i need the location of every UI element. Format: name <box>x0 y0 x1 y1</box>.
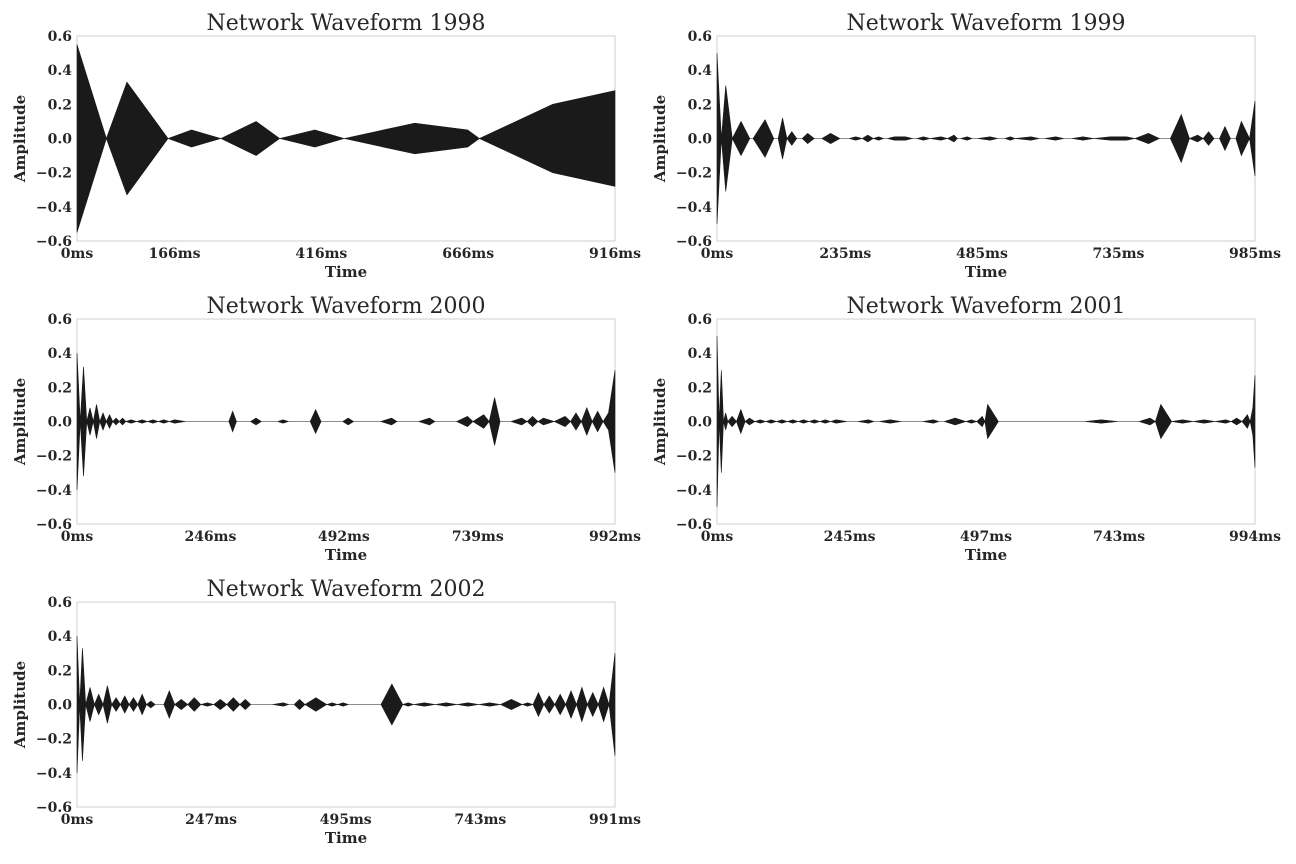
x-tick-label: 492ms <box>318 529 370 545</box>
chart-title: Network Waveform 2002 <box>206 577 485 602</box>
y-tick-label: −0.6 <box>36 234 72 250</box>
x-tick-label: 0ms <box>61 812 94 828</box>
y-tick-label: −0.6 <box>676 517 712 533</box>
y-tick-label: 0.0 <box>48 698 73 714</box>
y-tick-label: 0.6 <box>688 29 712 45</box>
y-tick-label: 0.0 <box>688 415 713 431</box>
x-tick-label: 416ms <box>295 246 347 262</box>
x-tick-label: 739ms <box>452 529 504 545</box>
chart-title: Network Waveform 2000 <box>206 294 485 319</box>
y-tick-label: −0.6 <box>36 517 72 533</box>
y-tick-label: 0.0 <box>688 132 713 148</box>
waveform-area <box>76 44 616 233</box>
waveform-area <box>716 336 1256 507</box>
y-tick-label: 0.6 <box>48 595 72 611</box>
y-axis-label: Amplitude <box>11 378 29 466</box>
x-axis-label: Time <box>965 546 1007 564</box>
x-tick-label: 735ms <box>1092 246 1144 262</box>
chart-panel-2: Network Waveform 1999 −0.6 −0.4 −0.2 0.0 0.2 0… <box>651 11 1281 281</box>
y-axis-label: Amplitude <box>11 95 29 183</box>
x-tick-label: 743ms <box>1093 529 1145 545</box>
x-axis-label: Time <box>325 263 367 281</box>
waveform-area <box>716 53 1256 224</box>
x-tick-label: 916ms <box>589 246 641 262</box>
x-tick-label: 0ms <box>61 529 94 545</box>
x-tick-label: 0ms <box>701 529 734 545</box>
x-tick-label: 495ms <box>320 812 372 828</box>
y-tick-label: 0.0 <box>48 132 73 148</box>
waveform-area <box>76 636 616 773</box>
y-tick-label: 0.4 <box>48 63 73 79</box>
y-tick-label: −0.4 <box>36 483 72 499</box>
x-tick-label: 0ms <box>61 246 94 262</box>
y-tick-label: 0.0 <box>48 415 73 431</box>
x-tick-label: 246ms <box>184 529 236 545</box>
x-tick-label: 992ms <box>589 529 641 545</box>
y-axis-label: Amplitude <box>11 661 29 749</box>
x-tick-label: 985ms <box>1229 246 1281 262</box>
y-tick-label: −0.4 <box>36 200 72 216</box>
chart-title: Network Waveform 2001 <box>846 294 1125 319</box>
y-tick-label: 0.2 <box>688 380 712 396</box>
x-tick-label: 991ms <box>589 812 641 828</box>
y-tick-label: 0.4 <box>48 629 73 645</box>
chart-title: Network Waveform 1998 <box>206 11 485 36</box>
chart-panel-4: Network Waveform 2001 −0.6 −0.4 −0.2 0.0 0.2 0… <box>651 294 1281 564</box>
x-tick-label: 994ms <box>1229 529 1281 545</box>
y-axis-label: Amplitude <box>651 378 669 466</box>
y-tick-label: −0.4 <box>676 483 712 499</box>
x-axis-label: Time <box>325 829 367 847</box>
x-tick-label: 666ms <box>442 246 494 262</box>
y-tick-label: 0.6 <box>48 29 72 45</box>
y-tick-label: 0.2 <box>48 380 72 396</box>
y-tick-label: 0.4 <box>688 346 713 362</box>
y-tick-label: −0.6 <box>36 800 72 816</box>
waveform-area <box>76 353 616 490</box>
y-tick-label: −0.2 <box>676 166 712 182</box>
chart-panel-5: Network Waveform 2002 −0.6 −0.4 −0.2 0.0 0.2 0… <box>11 577 641 847</box>
y-tick-label: −0.2 <box>676 449 712 465</box>
x-tick-label: 166ms <box>149 246 201 262</box>
x-axis-label: Time <box>965 263 1007 281</box>
y-tick-label: −0.6 <box>676 234 712 250</box>
x-tick-label: 0ms <box>701 246 734 262</box>
y-tick-label: −0.4 <box>676 200 712 216</box>
y-tick-label: 0.6 <box>688 312 712 328</box>
chart-panel-1: Network Waveform 1998 −0.6 −0.4 −0.2 0.0 0.2 0… <box>11 11 641 281</box>
x-tick-label: 497ms <box>960 529 1012 545</box>
y-tick-label: −0.2 <box>36 166 72 182</box>
x-tick-label: 247ms <box>185 812 237 828</box>
y-tick-label: 0.4 <box>48 346 73 362</box>
y-tick-label: 0.6 <box>48 312 72 328</box>
x-tick-label: 485ms <box>956 246 1008 262</box>
y-tick-label: −0.2 <box>36 732 72 748</box>
y-axis-label: Amplitude <box>651 95 669 183</box>
chart-panel-3: Network Waveform 2000 −0.6 −0.4 −0.2 0.0 0.2 0… <box>11 294 641 564</box>
y-tick-label: −0.4 <box>36 766 72 782</box>
y-tick-label: 0.2 <box>688 97 712 113</box>
x-tick-label: 743ms <box>454 812 506 828</box>
y-tick-label: 0.4 <box>688 63 713 79</box>
chart-title: Network Waveform 1999 <box>846 11 1125 36</box>
y-tick-label: 0.2 <box>48 663 72 679</box>
x-axis-label: Time <box>325 546 367 564</box>
y-tick-label: 0.2 <box>48 97 72 113</box>
y-tick-label: −0.2 <box>36 449 72 465</box>
x-tick-label: 235ms <box>819 246 871 262</box>
x-tick-label: 245ms <box>824 529 876 545</box>
